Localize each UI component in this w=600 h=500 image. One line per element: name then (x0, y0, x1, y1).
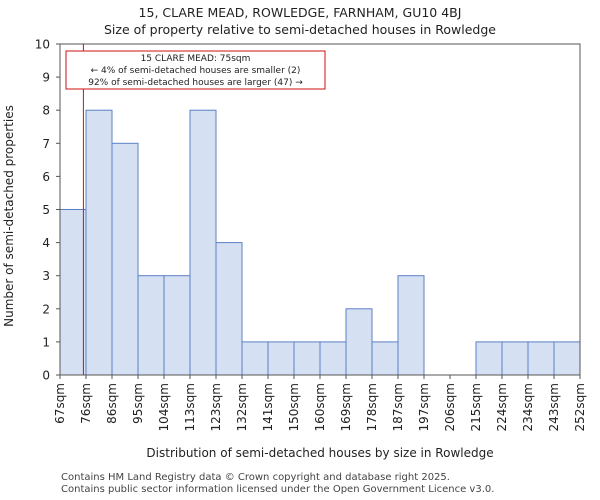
annotation-line3: 92% of semi-detached houses are larger (… (88, 78, 303, 88)
x-tick-label: 197sqm (417, 383, 431, 431)
x-tick-label: 215sqm (469, 383, 483, 431)
x-tick-label: 132sqm (235, 383, 249, 431)
bar-113sqm (189, 109, 217, 376)
x-axis-label: Distribution of semi-detached houses by … (146, 446, 493, 460)
x-tick-label: 104sqm (157, 383, 171, 431)
y-tick-label: 3 (42, 269, 50, 283)
y-tick-label: 4 (42, 236, 50, 250)
x-tick-label: 113sqm (183, 383, 197, 431)
bar-224sqm (501, 341, 529, 376)
bar-67sqm (59, 209, 87, 376)
chart-subtitle: Size of property relative to semi-detach… (104, 22, 496, 37)
footer-attribution-2: Contains public sector information licen… (61, 484, 495, 495)
y-tick-label: 7 (42, 137, 50, 151)
x-tick-label: 169sqm (339, 383, 353, 431)
bar-95sqm (137, 275, 165, 376)
y-tick-label: 0 (42, 369, 50, 383)
bar-104sqm (163, 275, 191, 376)
bar-234sqm (527, 341, 555, 376)
x-tick-label: 86sqm (105, 383, 119, 424)
annotation-line1: 15 CLARE MEAD: 75sqm (141, 54, 251, 64)
bar-187sqm (397, 275, 425, 376)
y-tick-label: 5 (42, 203, 50, 217)
x-tick-label: 160sqm (313, 383, 327, 431)
x-axis-ticks: 67sqm 76sqm 86sqm 95sqm 104sqm 113sqm 123sqm 13… (53, 375, 587, 431)
x-tick-label: 67sqm (53, 383, 67, 424)
bar-150sqm (293, 341, 321, 376)
bar-160sqm (319, 341, 347, 376)
plot-frame (59, 43, 581, 376)
x-tick-label: 95sqm (131, 383, 145, 424)
bar-178sqm (371, 341, 399, 376)
y-tick-label: 8 (42, 104, 50, 118)
y-tick-label: 9 (42, 71, 50, 85)
bar-76sqm (85, 109, 113, 376)
bar-132sqm (241, 341, 269, 376)
x-tick-label: 243sqm (547, 383, 561, 431)
bar-86sqm (111, 142, 139, 376)
x-tick-label: 206sqm (443, 383, 457, 431)
x-tick-label: 141sqm (261, 383, 275, 431)
y-tick-label: 6 (42, 170, 50, 184)
bar-169sqm (345, 308, 373, 376)
bar-243sqm (553, 341, 581, 376)
annotation-box: 15 CLARE MEAD: 75sqm ← 4% of semi-detach… (65, 50, 326, 90)
bar-215sqm (475, 341, 503, 376)
x-tick-label: 187sqm (391, 383, 405, 431)
annotation-line2: ← 4% of semi-detached houses are smaller… (91, 66, 301, 76)
x-tick-label: 252sqm (573, 383, 587, 431)
x-tick-label: 224sqm (495, 383, 509, 431)
x-tick-label: 123sqm (209, 383, 223, 431)
x-tick-label: 150sqm (287, 383, 301, 431)
footer-attribution-1: Contains HM Land Registry data © Crown c… (61, 472, 450, 483)
y-tick-label: 2 (42, 302, 50, 316)
x-tick-label: 178sqm (365, 383, 379, 431)
x-tick-label: 76sqm (79, 383, 93, 424)
annotation-frame (65, 50, 326, 90)
y-tick-label: 1 (42, 335, 50, 349)
y-tick-label: 10 (35, 38, 50, 52)
bar-141sqm (267, 341, 295, 376)
bars-group (59, 109, 581, 376)
chart-title: 15, CLARE MEAD, ROWLEDGE, FARNHAM, GU10 … (138, 5, 462, 20)
bar-123sqm (215, 242, 243, 376)
y-axis-label: Number of semi-detached properties (2, 105, 16, 327)
y-axis-ticks: 0 1 2 3 4 5 6 7 8 9 10 (35, 38, 60, 383)
x-tick-label: 234sqm (521, 383, 535, 431)
